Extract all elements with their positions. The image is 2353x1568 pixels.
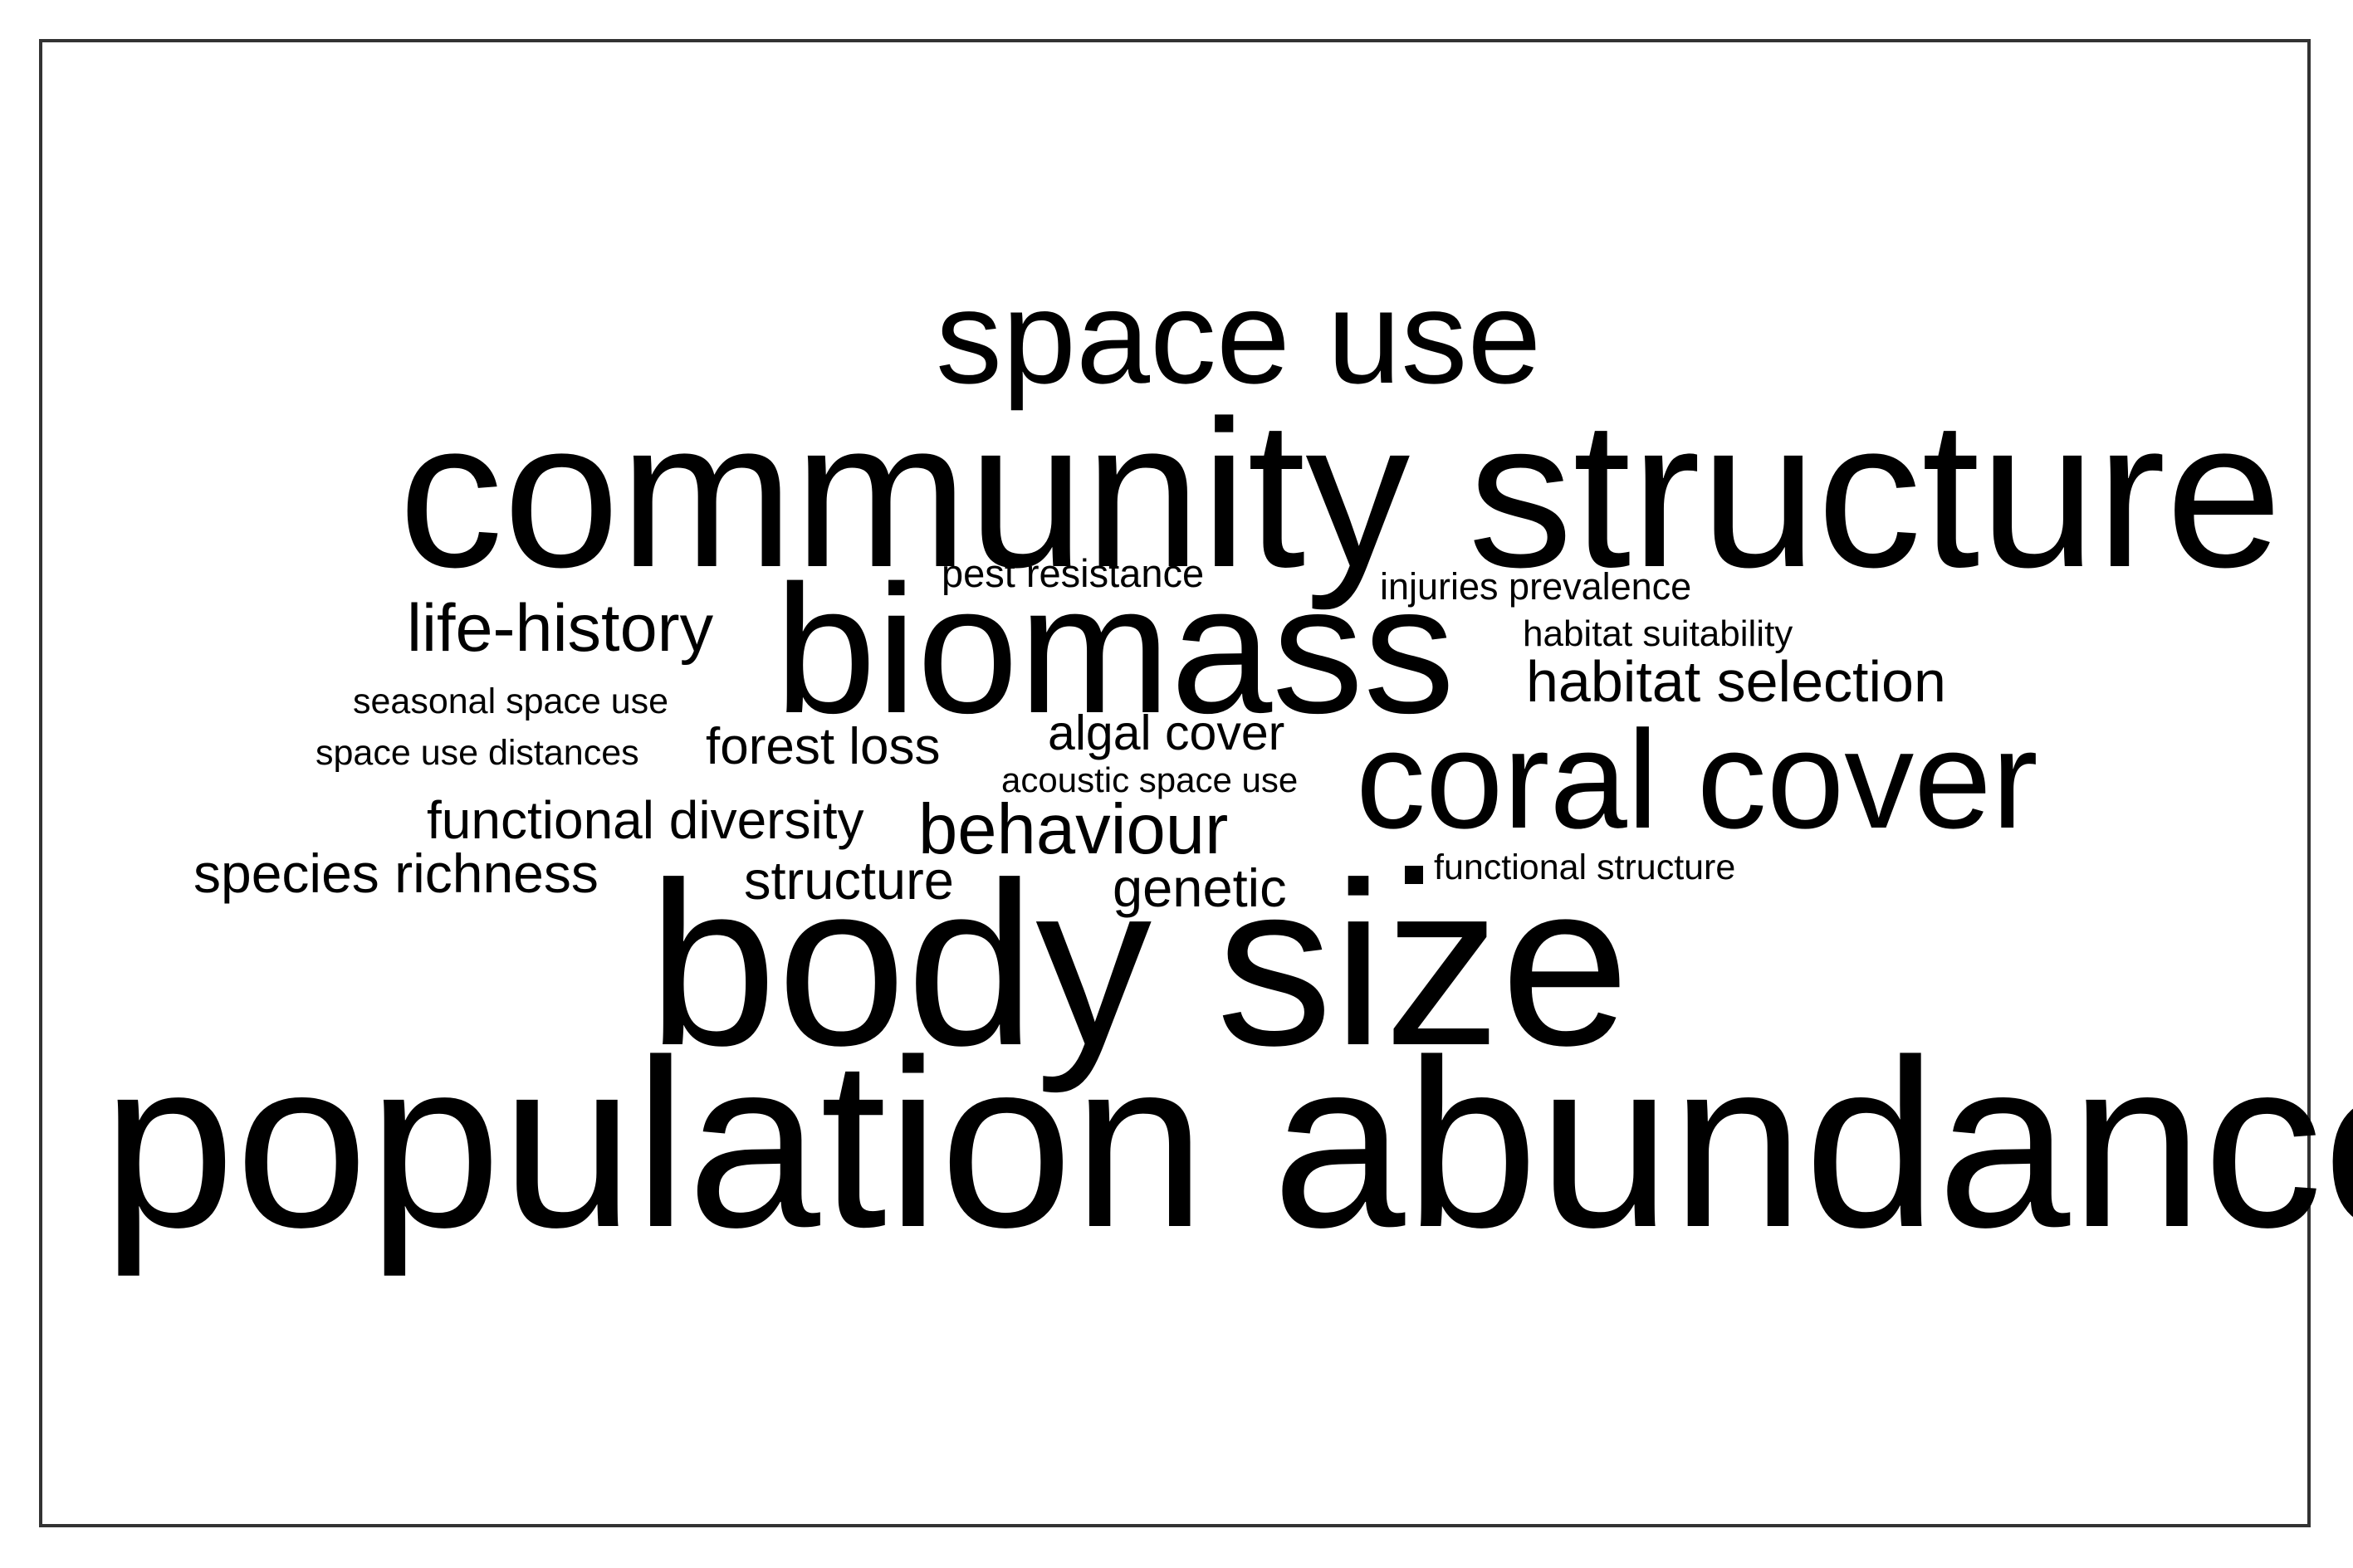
word-biomass: biomass	[775, 547, 1455, 751]
word-species-richness: species richness	[193, 843, 599, 904]
word-seasonal-space-use: seasonal space use	[353, 681, 669, 721]
word-genetic: genetic	[1113, 857, 1287, 918]
word-community-structure: community structure	[399, 378, 2282, 611]
word-habitat-selection: habitat selection	[1526, 649, 1946, 714]
word-functional-diversity: functional diversity	[427, 790, 864, 850]
word-algal-cover: algal cover	[1048, 706, 1285, 760]
word-pest-resistance: pest resistance	[942, 551, 1205, 595]
word-body-size: body size	[648, 835, 1630, 1094]
wordcloud-frame	[39, 39, 2311, 1527]
word-space-use: space use	[936, 262, 1542, 411]
word-forest-loss: forest loss	[706, 718, 941, 775]
word-space-use-distances: space use distances	[316, 733, 639, 773]
word-behaviour: behaviour	[918, 790, 1229, 869]
square-marker-icon	[1405, 866, 1423, 884]
word-injuries-prevalence: injuries prevalence	[1380, 565, 1692, 608]
word-acoustic-space-use: acoustic space use	[1001, 760, 1299, 799]
word-habitat-suitability: habitat suitability	[1523, 613, 1793, 654]
word-population-abundance: population abundance	[102, 1010, 2353, 1277]
word-life-history: life-history	[407, 591, 714, 666]
word-coral-cover: coral cover	[1356, 701, 2038, 857]
word-structure: structure	[744, 850, 954, 911]
word-functional-structure: functional structure	[1434, 848, 1736, 887]
